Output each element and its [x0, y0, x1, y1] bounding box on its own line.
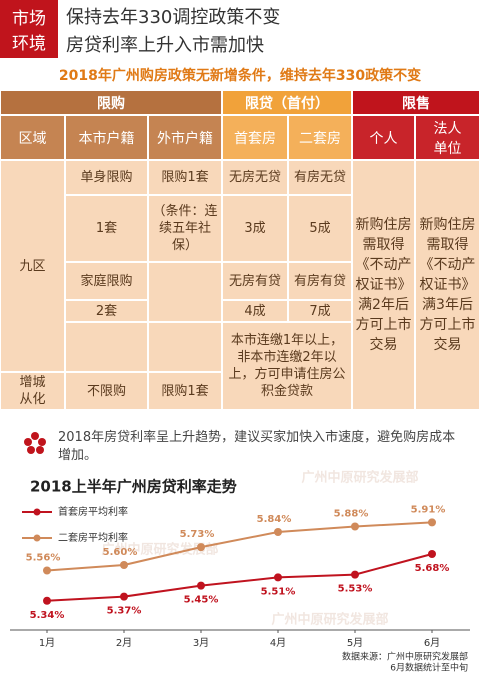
group-header: 限购 [0, 90, 222, 115]
cell [148, 322, 222, 372]
x-tick-label: 3月 [193, 637, 209, 649]
flower-icon [24, 432, 46, 454]
series-line [46, 521, 433, 572]
value-label: 5.45% [184, 595, 219, 606]
x-tick-label: 5月 [347, 637, 363, 649]
cell: 本市连缴1年以上，非本市连缴2年以上，方可申请住房公积金贷款 [222, 322, 352, 410]
cell: 限购1套 [148, 372, 222, 410]
legend-label: 二套房平均利率 [58, 531, 128, 544]
watermark: 广州中原研究发展部 [271, 612, 388, 628]
value-label: 5.73% [180, 529, 215, 540]
cell: 不限购 [65, 372, 148, 410]
point [351, 522, 359, 531]
cell: 无房无贷 [222, 160, 288, 195]
column-header: 个人 [352, 115, 415, 160]
point [197, 543, 205, 552]
value-label: 5.37% [107, 606, 142, 617]
column-header: 本市户籍 [65, 115, 148, 160]
value-label: 5.34% [30, 610, 65, 621]
badge: 市场 环境 [0, 0, 58, 58]
value-label: 5.60% [103, 547, 138, 558]
cell: （条件：连续五年社保） [148, 195, 222, 262]
series-line [46, 553, 433, 602]
cell: 新购住房需取得《不动产权证书》满3年后方可上市交易 [415, 160, 480, 410]
title: 房贷利率上升入市需加快 [66, 35, 264, 56]
chart: 广州中原研究发展部广州中原研究发展部广州中原研究发展部2018上半年广州房贷利率… [10, 470, 470, 674]
cell: 5成 [288, 195, 352, 262]
cell: 1套 [65, 195, 148, 262]
point [43, 566, 51, 575]
cell: 单身限购 [65, 160, 148, 195]
note: 2018年房贷利率呈上升趋势，建议买家加快入市速度，避免购房成本增加。 [58, 430, 456, 463]
cell: 2套 [65, 300, 148, 322]
chart-title: 2018上半年广州房贷利率走势 [30, 478, 237, 496]
point [428, 550, 436, 558]
value-label: 5.53% [338, 584, 373, 595]
legend-swatch [33, 508, 41, 516]
value-label: 5.68% [415, 563, 450, 574]
cell: 新购住房需取得《不动产权证书》满2年后方可上市交易 [352, 160, 415, 410]
value-label: 5.84% [257, 514, 292, 525]
legend-label: 首套房平均利率 [58, 505, 128, 518]
column-header: 二套房 [288, 115, 352, 160]
x-tick-label: 4月 [270, 637, 286, 649]
column-header: 外市户籍 [148, 115, 222, 160]
group-header: 限售 [352, 90, 480, 115]
x-tick-label: 6月 [424, 637, 440, 649]
badge-line: 环境 [12, 34, 46, 54]
point [274, 573, 282, 582]
title: 保持去年330调控政策不变 [66, 7, 281, 28]
watermark: 广州中原研究发展部 [101, 542, 218, 558]
point [120, 592, 128, 601]
group-header: 限贷（首付） [222, 90, 352, 115]
point [428, 518, 436, 527]
cell [65, 322, 148, 372]
cell: 3成 [222, 195, 288, 262]
x-tick-label: 2月 [116, 637, 132, 649]
column-header: 首套房 [222, 115, 288, 160]
cell: 有房有贷 [288, 262, 352, 300]
value-label: 5.56% [26, 553, 61, 564]
legend-swatch [33, 534, 41, 542]
cell: 限购1套 [148, 160, 222, 195]
value-label: 5.51% [261, 586, 296, 597]
cell: 无房有贷 [222, 262, 288, 300]
value-label: 5.88% [334, 509, 369, 520]
cell: 7成 [288, 300, 352, 322]
cell [148, 262, 222, 322]
point [274, 528, 282, 536]
cell: 4成 [222, 300, 288, 322]
cell: 有房无贷 [288, 160, 352, 195]
source: 数据来源：广州中原研究发展部 [342, 651, 468, 663]
column-header: 区域 [0, 115, 65, 160]
column-header: 法人单位 [415, 115, 480, 160]
point [120, 561, 128, 569]
cell: 增城从化 [0, 372, 65, 410]
value-label: 5.91% [411, 504, 446, 515]
x-tick-label: 1月 [39, 637, 55, 649]
badge-line: 市场 [12, 9, 46, 29]
point [351, 570, 359, 579]
watermark: 广州中原研究发展部 [301, 470, 418, 486]
point [197, 581, 205, 590]
cell: 家庭限购 [65, 262, 148, 300]
source: 6月数据统计至中旬 [390, 662, 468, 674]
point [43, 596, 51, 605]
cell: 九区 [0, 160, 65, 372]
subtitle: 2018年广州购房政策无新增条件，维持去年330政策不变 [58, 68, 422, 84]
